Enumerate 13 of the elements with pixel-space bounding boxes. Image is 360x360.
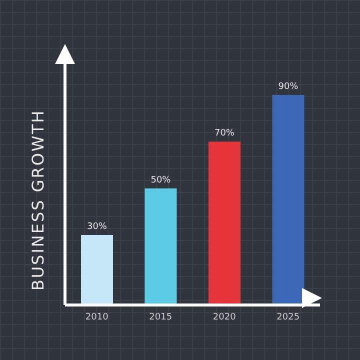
y-axis-title: BUSINESS GROWTH [28, 109, 48, 291]
x-tick-label: 2015 [149, 312, 172, 322]
data-label: 50% [150, 175, 172, 186]
data-label: 30% [86, 222, 108, 232]
x-tick-label: 2010 [85, 312, 109, 322]
bar [208, 142, 240, 305]
x-tick-label: 2025 [276, 312, 300, 322]
data-label: 70% [214, 128, 235, 139]
x-tick-label: 2020 [212, 312, 236, 322]
bar [81, 235, 113, 305]
bar [272, 95, 304, 305]
bar [144, 188, 177, 305]
data-label: 90% [278, 82, 299, 92]
